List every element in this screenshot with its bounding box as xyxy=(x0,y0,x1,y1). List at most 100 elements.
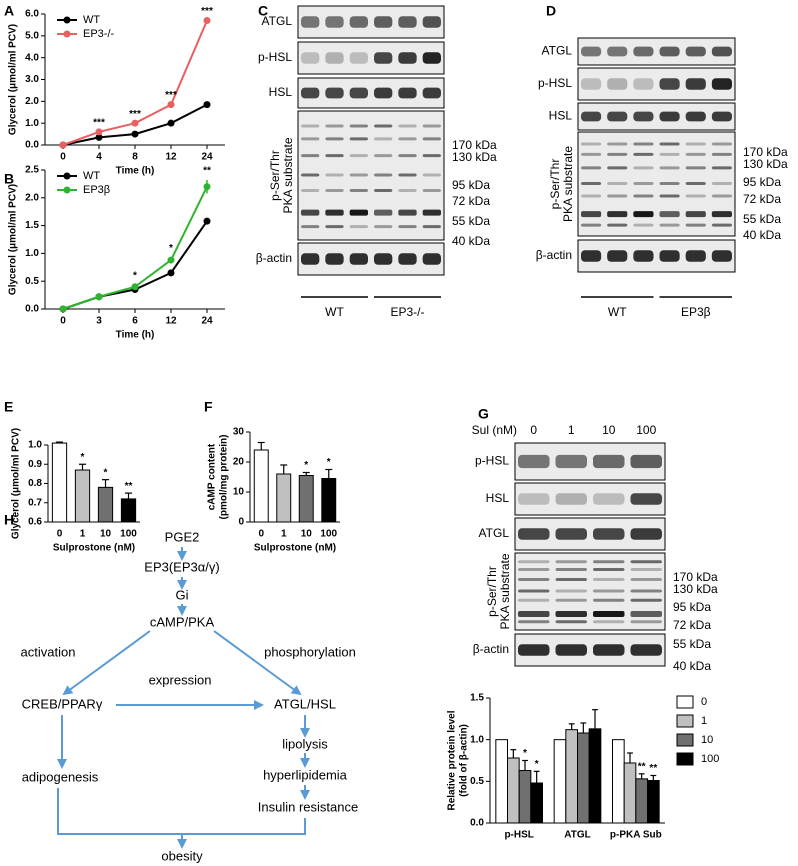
marker-label: 130 kDa xyxy=(743,157,788,171)
y-tick-label: 1.5 xyxy=(25,220,39,231)
marker-label: 170 kDa xyxy=(743,145,788,159)
blot-frame xyxy=(577,239,736,273)
band xyxy=(301,16,320,28)
significance: * xyxy=(523,748,527,759)
x-tick-label: 1 xyxy=(281,529,287,540)
band xyxy=(685,142,706,146)
point xyxy=(95,133,103,141)
band xyxy=(711,142,732,146)
band xyxy=(607,78,628,90)
blot-row-label: HSL xyxy=(486,491,510,505)
blot-row-label: PKA substrate xyxy=(281,137,295,213)
line xyxy=(62,220,208,310)
band xyxy=(685,182,706,185)
blot-row-label: ATGL xyxy=(479,526,510,540)
blot-frame xyxy=(297,5,445,39)
band xyxy=(593,567,625,571)
band xyxy=(301,173,320,177)
panel-letter: G xyxy=(478,406,489,422)
significance: * xyxy=(81,452,85,463)
band xyxy=(398,52,417,64)
y-tick-label: 30 xyxy=(233,427,245,438)
band xyxy=(581,250,602,262)
marker-label: 55 kDa xyxy=(743,212,781,226)
band xyxy=(630,493,662,505)
point xyxy=(167,119,175,127)
x-tick-label: 12 xyxy=(165,152,177,163)
band xyxy=(422,173,441,177)
legend-swatch xyxy=(676,733,694,747)
band xyxy=(349,253,368,265)
marker-label: 130 kDa xyxy=(452,150,497,164)
y-tick-label: 5.0 xyxy=(25,30,39,41)
blot-frame xyxy=(577,102,736,131)
x-tick-label: p-HSL xyxy=(504,830,533,841)
band xyxy=(659,250,680,262)
bar xyxy=(321,478,337,523)
band xyxy=(711,223,732,227)
band xyxy=(659,182,680,185)
band xyxy=(349,124,368,128)
x-tick-label: 6 xyxy=(132,316,138,327)
band xyxy=(593,577,625,581)
panel-letter: B xyxy=(4,171,14,187)
band xyxy=(633,250,654,262)
point xyxy=(59,141,67,149)
band xyxy=(581,111,602,122)
group-label: EP3β xyxy=(681,305,711,319)
band xyxy=(349,154,368,158)
blot-row-label: p-HSL xyxy=(258,50,292,64)
band xyxy=(301,124,320,128)
group-label: WT xyxy=(325,305,344,319)
band xyxy=(325,124,344,128)
blot-frame xyxy=(297,110,445,241)
band xyxy=(398,209,417,216)
significance: *** xyxy=(165,90,177,101)
bar xyxy=(495,739,509,824)
band xyxy=(630,620,662,624)
marker-label: 130 kDa xyxy=(673,582,718,596)
bar xyxy=(565,729,578,824)
point xyxy=(203,183,211,191)
marker-label: 95 kDa xyxy=(743,175,781,189)
band xyxy=(593,598,625,602)
band xyxy=(555,528,587,540)
y-tick-label: 0.5 xyxy=(470,776,484,787)
band xyxy=(593,493,625,505)
band xyxy=(633,223,654,227)
blot-row-label: p-HSL xyxy=(475,454,509,468)
x-tick-label: 0 xyxy=(258,529,264,540)
band xyxy=(633,182,654,185)
panel-letter: C xyxy=(258,3,268,19)
band xyxy=(593,560,625,564)
band xyxy=(301,253,320,265)
legend-swatch xyxy=(676,752,694,766)
band xyxy=(633,211,654,218)
significance: * xyxy=(535,759,539,770)
legend-label: 100 xyxy=(701,753,719,765)
band xyxy=(685,194,706,198)
band xyxy=(659,46,680,57)
band xyxy=(581,78,602,90)
blot-row-label: β-actin xyxy=(473,642,509,656)
band xyxy=(711,182,732,185)
y-axis-label: Relative protein level xyxy=(447,710,458,810)
marker-label: 170 kDa xyxy=(452,138,497,152)
x-tick-label: 3 xyxy=(96,316,102,327)
bar xyxy=(97,486,114,523)
significance: ** xyxy=(649,763,657,774)
x-tick-label: 100 xyxy=(120,529,137,540)
band xyxy=(398,173,417,177)
significance: * xyxy=(304,460,308,471)
diagram-node: cAMP/PKA xyxy=(150,614,215,629)
band xyxy=(581,142,602,146)
y-tick-label: 4.0 xyxy=(25,52,39,63)
y-tick-label: 20 xyxy=(233,457,245,468)
band xyxy=(325,188,344,192)
legend-marker xyxy=(63,172,71,180)
diagram-arrows xyxy=(57,547,310,849)
diagram-node: Insulin resistance xyxy=(258,799,358,814)
band xyxy=(555,567,587,571)
panel-letter: F xyxy=(204,399,213,415)
panel-letter: H xyxy=(4,512,14,528)
